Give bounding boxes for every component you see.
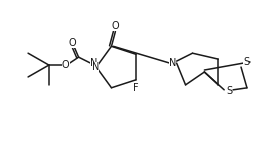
Text: O: O bbox=[69, 38, 76, 48]
Text: N: N bbox=[169, 58, 176, 68]
Text: O: O bbox=[112, 21, 119, 31]
Text: O: O bbox=[62, 60, 69, 70]
Text: N: N bbox=[90, 58, 97, 68]
Text: S: S bbox=[243, 57, 249, 67]
Text: F: F bbox=[133, 83, 139, 93]
Text: N: N bbox=[92, 62, 99, 72]
Text: S: S bbox=[226, 86, 232, 96]
